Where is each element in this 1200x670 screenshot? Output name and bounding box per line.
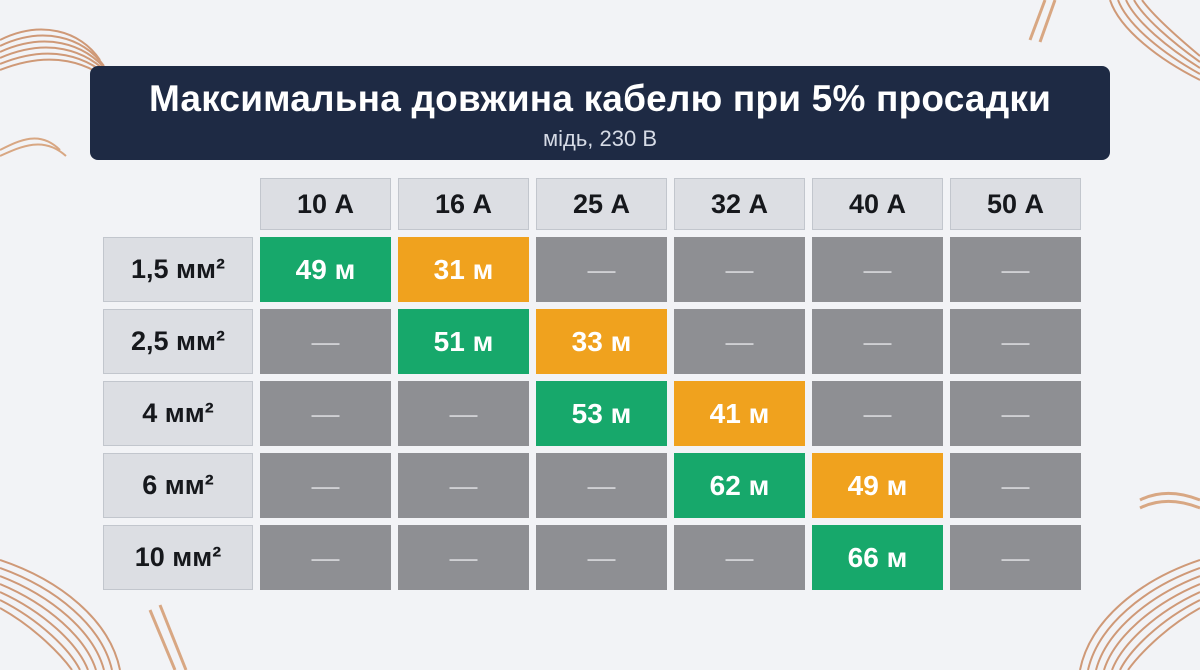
- column-header: 10 А: [260, 178, 391, 230]
- table-cell: —: [536, 453, 667, 518]
- table-cell: 49 м: [260, 237, 391, 302]
- table-cell: —: [536, 237, 667, 302]
- row-header: 4 мм²: [103, 381, 253, 446]
- table-cell: 49 м: [812, 453, 943, 518]
- table-cell: —: [950, 381, 1081, 446]
- chart-title: Максимальна довжина кабелю при 5% просад…: [148, 78, 1052, 119]
- column-header: 32 А: [674, 178, 805, 230]
- row-header: 6 мм²: [103, 453, 253, 518]
- table-cell: —: [260, 381, 391, 446]
- column-header: 25 А: [536, 178, 667, 230]
- table-cell: 62 м: [674, 453, 805, 518]
- table-cell: 33 м: [536, 309, 667, 374]
- table-cell: —: [950, 525, 1081, 590]
- table-cell: —: [950, 309, 1081, 374]
- table-cell: 41 м: [674, 381, 805, 446]
- table-cell: —: [674, 309, 805, 374]
- table-cell: —: [536, 525, 667, 590]
- table-cell: —: [398, 381, 529, 446]
- table-cell: 51 м: [398, 309, 529, 374]
- table-cell: —: [398, 525, 529, 590]
- column-header: 40 А: [812, 178, 943, 230]
- table-cell: 66 м: [812, 525, 943, 590]
- table-cell: —: [398, 453, 529, 518]
- title-banner: Максимальна довжина кабелю при 5% просад…: [90, 66, 1110, 160]
- column-header: 16 А: [398, 178, 529, 230]
- table-cell: 31 м: [398, 237, 529, 302]
- table-cell: —: [950, 237, 1081, 302]
- table-cell: —: [260, 453, 391, 518]
- column-header: 50 А: [950, 178, 1081, 230]
- table-cell: —: [950, 453, 1081, 518]
- table-cell: —: [674, 237, 805, 302]
- table-cell: —: [260, 309, 391, 374]
- table-cell: —: [674, 525, 805, 590]
- row-header: 2,5 мм²: [103, 309, 253, 374]
- row-header: 1,5 мм²: [103, 237, 253, 302]
- table-cell: —: [812, 237, 943, 302]
- table-cell: —: [812, 381, 943, 446]
- table-cell: —: [812, 309, 943, 374]
- table-cell: —: [260, 525, 391, 590]
- chart-subtitle: мідь, 230 В: [542, 126, 658, 151]
- row-header: 10 мм²: [103, 525, 253, 590]
- table-cell: 53 м: [536, 381, 667, 446]
